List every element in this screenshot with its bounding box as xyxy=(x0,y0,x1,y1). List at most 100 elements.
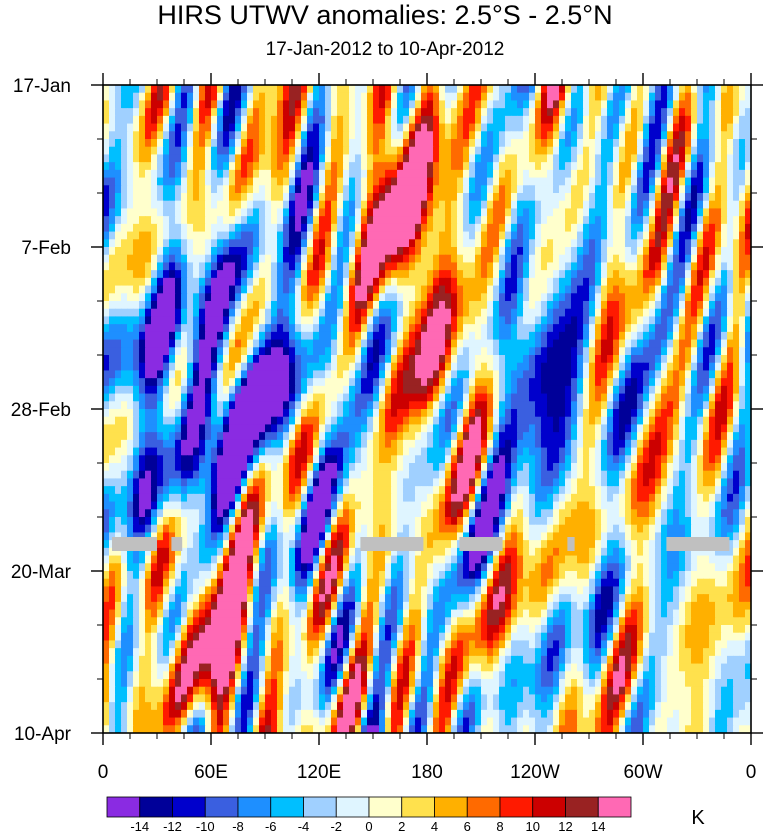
field-cell xyxy=(661,185,668,194)
field-cell xyxy=(139,347,146,356)
field-cell xyxy=(397,177,404,186)
field-cell xyxy=(745,385,751,395)
field-cell xyxy=(493,393,500,402)
field-cell xyxy=(439,208,446,217)
field-cell xyxy=(733,385,740,395)
field-cell xyxy=(349,362,356,372)
field-cell xyxy=(559,393,566,402)
field-cell xyxy=(151,239,158,248)
field-cell xyxy=(541,347,548,356)
field-cell xyxy=(733,185,740,194)
field-cell xyxy=(145,146,152,156)
field-cell xyxy=(313,139,320,148)
field-cell xyxy=(283,370,290,379)
field-cell xyxy=(283,239,290,248)
field-cell xyxy=(151,409,158,418)
field-cell xyxy=(715,401,722,410)
field-cell xyxy=(289,401,296,410)
field-cell xyxy=(445,347,452,356)
field-cell xyxy=(211,262,218,271)
field-cell xyxy=(259,316,266,325)
field-cell xyxy=(391,347,398,356)
field-cell xyxy=(565,424,572,433)
field-cell xyxy=(391,85,398,94)
field-cell xyxy=(211,208,218,217)
field-cell xyxy=(601,254,608,264)
field-cell xyxy=(517,115,524,125)
field-cell xyxy=(697,193,704,202)
field-cell xyxy=(277,401,284,410)
field-cell xyxy=(565,85,572,94)
field-cell xyxy=(619,409,626,418)
field-cell xyxy=(661,177,668,186)
field-cell xyxy=(307,177,314,186)
field-cell xyxy=(163,216,170,225)
field-cell xyxy=(115,123,122,132)
field-cell xyxy=(637,185,644,194)
field-cell xyxy=(187,424,194,433)
field-cell xyxy=(325,331,332,341)
field-cell xyxy=(115,154,122,163)
field-cell xyxy=(703,131,710,140)
field-cell xyxy=(745,262,751,271)
field-cell xyxy=(313,100,320,109)
field-cell xyxy=(193,316,200,325)
field-cell xyxy=(181,439,188,449)
field-cell xyxy=(115,308,122,318)
field-cell xyxy=(679,385,686,395)
field-cell xyxy=(199,370,206,379)
field-cell xyxy=(451,115,458,125)
field-cell xyxy=(715,285,722,294)
field-cell xyxy=(415,416,422,426)
field-cell xyxy=(499,385,506,395)
field-cell xyxy=(529,177,536,186)
field-cell xyxy=(415,139,422,148)
field-cell xyxy=(655,254,662,264)
field-cell xyxy=(673,85,680,94)
field-cell xyxy=(571,247,578,256)
field-cell xyxy=(415,177,422,186)
field-cell xyxy=(139,223,146,233)
field-cell xyxy=(391,401,398,410)
field-cell xyxy=(247,424,254,433)
field-cell xyxy=(241,339,248,348)
field-cell xyxy=(271,270,278,279)
field-cell xyxy=(397,301,404,310)
field-cell xyxy=(679,162,686,171)
field-cell xyxy=(709,239,716,248)
field-cell xyxy=(193,285,200,294)
field-cell xyxy=(703,393,710,402)
field-cell xyxy=(421,316,428,325)
field-cell xyxy=(373,324,380,333)
field-cell xyxy=(655,416,662,426)
field-cell xyxy=(277,378,284,387)
field-cell xyxy=(103,285,110,294)
field-cell xyxy=(103,301,110,310)
field-cell xyxy=(469,85,476,94)
field-cell xyxy=(319,146,326,156)
field-cell xyxy=(193,409,200,418)
field-cell xyxy=(613,339,620,348)
field-cell xyxy=(637,378,644,387)
field-cell xyxy=(301,270,308,279)
field-cell xyxy=(367,108,374,117)
field-cell xyxy=(151,216,158,225)
field-cell xyxy=(235,254,242,264)
field-cell xyxy=(331,316,338,325)
field-cell xyxy=(619,108,626,117)
field-cell xyxy=(175,393,182,402)
field-cell xyxy=(163,277,170,287)
field-cell xyxy=(559,293,566,302)
field-cell xyxy=(691,324,698,333)
field-cell xyxy=(193,200,200,210)
field-cell xyxy=(637,92,644,102)
field-cell xyxy=(595,308,602,318)
field-cell xyxy=(433,355,440,364)
field-cell xyxy=(151,100,158,109)
field-cell xyxy=(649,424,656,433)
field-cell xyxy=(679,200,686,210)
field-cell xyxy=(613,162,620,171)
field-cell xyxy=(691,331,698,341)
field-cell xyxy=(415,324,422,333)
field-cell xyxy=(499,216,506,225)
